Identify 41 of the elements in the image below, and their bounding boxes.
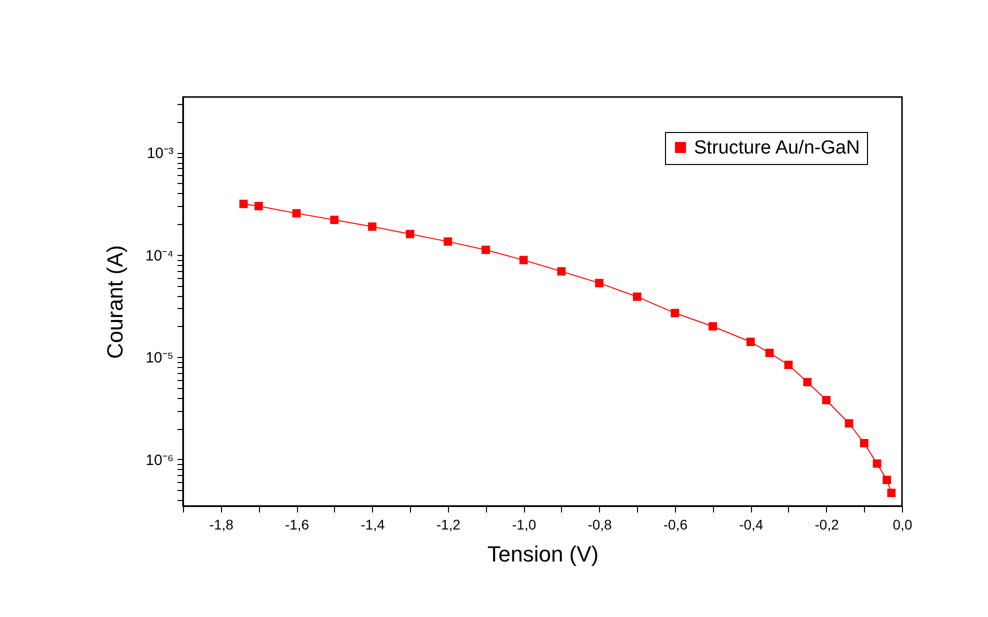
point xyxy=(519,256,528,264)
point xyxy=(746,338,755,346)
legend-label: Structure Au/n-GaN xyxy=(694,138,860,158)
point xyxy=(708,322,717,331)
x-tick-label: 0,0 xyxy=(892,516,912,532)
x-tick-label: -1,0 xyxy=(512,516,536,532)
point xyxy=(444,237,452,246)
x-axis-title: Tension (V) xyxy=(487,542,599,566)
point xyxy=(844,419,854,428)
point xyxy=(482,246,490,254)
point xyxy=(330,216,339,224)
x-tick-label: -0,4 xyxy=(739,516,764,532)
x-tick-label: -1,8 xyxy=(209,516,234,532)
point xyxy=(765,348,774,358)
point xyxy=(368,222,376,231)
x-tick-label: -0,6 xyxy=(663,516,688,532)
x-tick-label: -1,4 xyxy=(360,516,385,532)
x-tick-label: -1,2 xyxy=(436,516,461,532)
point xyxy=(557,267,566,276)
y-tick-label: 10⁻⁶ xyxy=(146,452,174,469)
point xyxy=(632,292,642,301)
point xyxy=(239,200,248,208)
x-tick-label: -0,2 xyxy=(814,516,840,532)
point xyxy=(254,202,263,210)
x-tick-label: -1,6 xyxy=(284,516,310,532)
y-axis-title: Courant (A) xyxy=(102,245,128,359)
point xyxy=(872,459,882,468)
y-tick-label: 10⁻⁵ xyxy=(146,350,174,367)
point xyxy=(882,476,892,484)
x-tick-label: -0,8 xyxy=(588,516,612,532)
point xyxy=(860,439,868,448)
point xyxy=(822,396,830,404)
point xyxy=(595,278,604,288)
y-tick-label: 10⁻³ xyxy=(146,145,174,162)
y-tick-label: 10⁻⁴ xyxy=(145,247,174,264)
point xyxy=(292,209,301,218)
point xyxy=(784,360,793,370)
point xyxy=(887,488,896,498)
point xyxy=(803,378,812,386)
point xyxy=(670,308,680,318)
point xyxy=(406,230,414,238)
